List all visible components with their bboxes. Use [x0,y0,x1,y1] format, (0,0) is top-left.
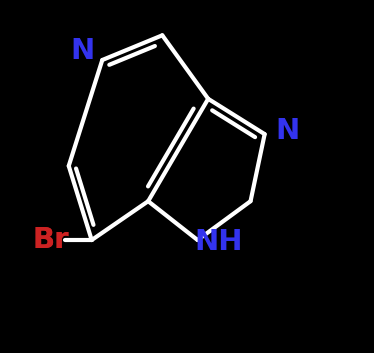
Text: NH: NH [194,228,243,256]
Text: Br: Br [33,226,69,254]
Text: N: N [276,116,300,145]
Text: N: N [71,37,95,65]
Text: Br: Br [33,226,69,254]
